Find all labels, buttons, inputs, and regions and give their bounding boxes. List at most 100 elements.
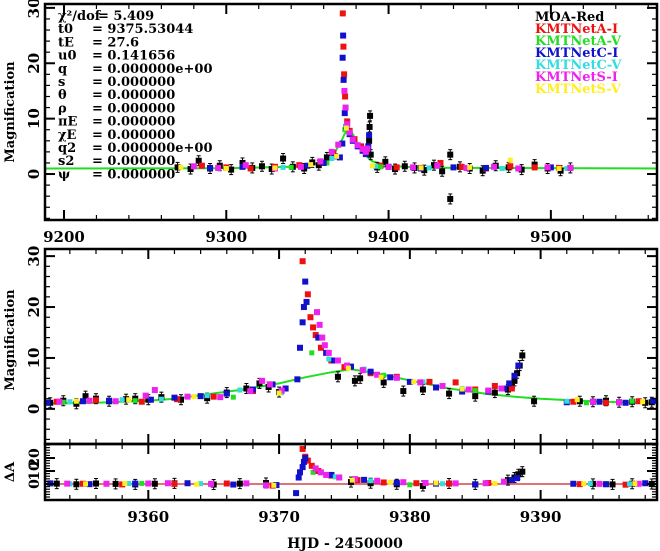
data-point: [393, 374, 400, 381]
data-point: [331, 357, 337, 364]
residual-ticks: [45, 444, 657, 501]
data-point: [266, 381, 273, 388]
data-point: [380, 479, 387, 486]
data-point: [570, 398, 577, 405]
data-point: [374, 477, 381, 484]
y-tick-label: 10: [25, 348, 43, 369]
data-point: [491, 382, 498, 389]
data-point: [426, 165, 432, 171]
data-point: [315, 162, 322, 169]
data-point: [295, 474, 302, 481]
data-point: [138, 398, 145, 405]
data-point: [439, 168, 446, 175]
series-kmtnets-i: [190, 87, 574, 172]
data-point: [299, 319, 306, 326]
overview-data-points: [174, 10, 574, 205]
param-value: = 0.000000e+00: [92, 62, 213, 77]
y-tick-label: 0: [25, 404, 43, 414]
data-point: [459, 388, 466, 395]
data-point: [230, 394, 236, 400]
data-point: [339, 54, 346, 61]
data-point: [123, 396, 130, 403]
data-point: [387, 479, 393, 485]
data-point: [642, 399, 649, 406]
data-point: [340, 32, 347, 39]
y-tick-label: 20: [27, 448, 43, 468]
data-point: [308, 462, 315, 469]
data-point: [309, 350, 315, 356]
data-point: [204, 395, 211, 402]
series-kmtnets-v: [83, 477, 638, 488]
data-point: [301, 165, 308, 172]
data-point: [328, 471, 335, 478]
data-point: [339, 140, 346, 147]
data-point: [531, 164, 538, 171]
data-point: [67, 399, 73, 405]
y-tick-label: 20: [25, 297, 43, 318]
data-point: [343, 125, 349, 131]
data-point: [344, 121, 351, 128]
data-point: [243, 480, 250, 487]
data-point: [329, 156, 335, 162]
data-point: [302, 278, 309, 285]
fit-parameters: χ²/dof= 5.409 t0 = 9375.53044 tE = 27.6 u0 = 0…: [58, 9, 213, 182]
data-point: [184, 480, 191, 487]
data-point: [635, 398, 642, 405]
data-point: [276, 390, 282, 396]
data-point: [491, 163, 498, 170]
data-point: [308, 162, 314, 168]
data-point: [336, 154, 343, 161]
series-kmtnetc-i: [47, 455, 649, 497]
data-point: [351, 377, 358, 384]
overview-frame: [43, 2, 659, 222]
data-point: [382, 158, 389, 165]
data-point: [171, 394, 178, 401]
param-label: q2: [58, 141, 76, 156]
data-point: [237, 387, 243, 393]
series-kmtneta-i: [198, 10, 562, 172]
data-point: [312, 465, 319, 472]
data-point: [242, 162, 249, 169]
data-point: [452, 480, 459, 487]
data-point: [596, 480, 603, 487]
series-kmtnetc-i: [44, 278, 657, 406]
data-point: [629, 398, 635, 404]
data-point: [303, 298, 310, 305]
data-point: [349, 477, 355, 483]
series-kmtnets-v: [178, 125, 562, 171]
data-point: [413, 480, 420, 487]
data-point: [373, 163, 379, 169]
data-point: [171, 480, 178, 487]
data-point: [640, 399, 646, 405]
param-label: χ²/dof: [58, 9, 102, 24]
residual-y-axis-title: ΔA: [3, 461, 18, 482]
legend-entry: KMTNetC-I: [535, 46, 618, 61]
x-tick-label: 9360: [127, 508, 169, 526]
data-point: [310, 324, 317, 331]
data-point: [103, 480, 110, 487]
data-point: [316, 321, 323, 328]
data-point: [82, 393, 89, 400]
data-point: [268, 166, 275, 173]
param-value: = 0.000000: [92, 154, 175, 169]
param-label: tE: [58, 35, 74, 50]
data-point: [326, 356, 332, 362]
data-point: [351, 476, 358, 483]
data-point: [367, 112, 374, 119]
legend: MOA-RedKMTNetA-IKMTNetA-VKMTNetC-IKMTNet…: [535, 10, 622, 97]
data-point: [501, 478, 507, 485]
data-point: [627, 481, 633, 487]
data-point: [406, 378, 413, 385]
series-kmtnets-v: [73, 365, 646, 405]
data-point: [126, 397, 132, 403]
data-point: [197, 393, 204, 400]
data-point: [272, 165, 278, 171]
data-point: [463, 164, 470, 171]
data-point: [112, 480, 119, 487]
data-point: [178, 396, 184, 403]
y-tick-label: 0: [25, 169, 43, 179]
data-point: [426, 378, 433, 385]
zoom-y-tick-labels: 0 10 20 30: [25, 246, 43, 414]
param-value: = 0.000000: [92, 88, 175, 103]
data-point: [300, 304, 307, 311]
